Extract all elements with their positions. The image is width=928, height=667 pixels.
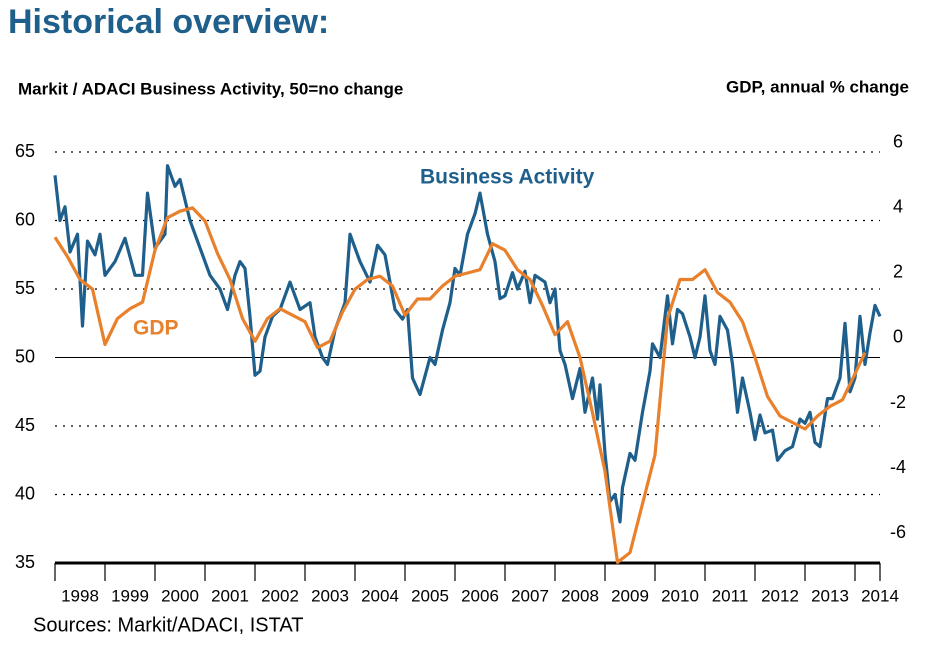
x-tick-label: 1998 xyxy=(61,586,99,605)
y2-tick-label: -6 xyxy=(890,522,906,542)
series-label: GDP xyxy=(133,317,179,340)
x-tick-label: 2006 xyxy=(461,586,499,605)
y-tick-label: 35 xyxy=(15,552,35,572)
y2-tick-label: 0 xyxy=(893,327,903,347)
x-tick-label: 1999 xyxy=(111,586,149,605)
y-tick-label: 55 xyxy=(15,278,35,298)
y2-tick-label: -2 xyxy=(890,392,906,412)
x-tick-label: 2011 xyxy=(712,586,749,605)
x-tick-label: 2002 xyxy=(261,586,299,605)
y2-tick-label: 4 xyxy=(893,197,903,217)
y2-tick-label: 2 xyxy=(893,262,903,282)
chart-title: Historical overview: xyxy=(8,3,329,41)
y-tick-label: 50 xyxy=(15,346,35,366)
x-tick-label: 2004 xyxy=(361,586,399,605)
y2-tick-label: -4 xyxy=(890,457,906,477)
x-tick-label: 2000 xyxy=(161,586,199,605)
source: Sources: Markit/ADACI, ISTAT xyxy=(33,614,303,636)
x-tick-label: 2003 xyxy=(311,586,349,605)
x-tick-label: 2014 xyxy=(861,586,899,605)
x-tick-label: 2010 xyxy=(661,586,699,605)
x-tick-label: 2007 xyxy=(511,586,549,605)
y-tick-label: 45 xyxy=(15,415,35,435)
y2-tick-label: 6 xyxy=(893,132,903,152)
x-tick-label: 2008 xyxy=(561,586,599,605)
x-tick-label: 2005 xyxy=(411,586,449,605)
series-label: Business Activity xyxy=(420,166,595,189)
y2-axis-label: GDP, annual % change xyxy=(726,77,909,96)
x-tick-label: 2009 xyxy=(611,586,649,605)
x-tick-label: 2013 xyxy=(811,586,849,605)
series-line xyxy=(53,206,867,564)
y-tick-label: 40 xyxy=(15,483,35,503)
x-tick-label: 2012 xyxy=(761,586,799,605)
series-line xyxy=(53,164,882,524)
y-tick-label: 65 xyxy=(15,141,35,161)
x-tick-label: 2001 xyxy=(211,586,249,605)
y-axis-label: Markit / ADACI Business Activity, 50=no … xyxy=(18,79,403,98)
y-tick-label: 60 xyxy=(15,209,35,229)
